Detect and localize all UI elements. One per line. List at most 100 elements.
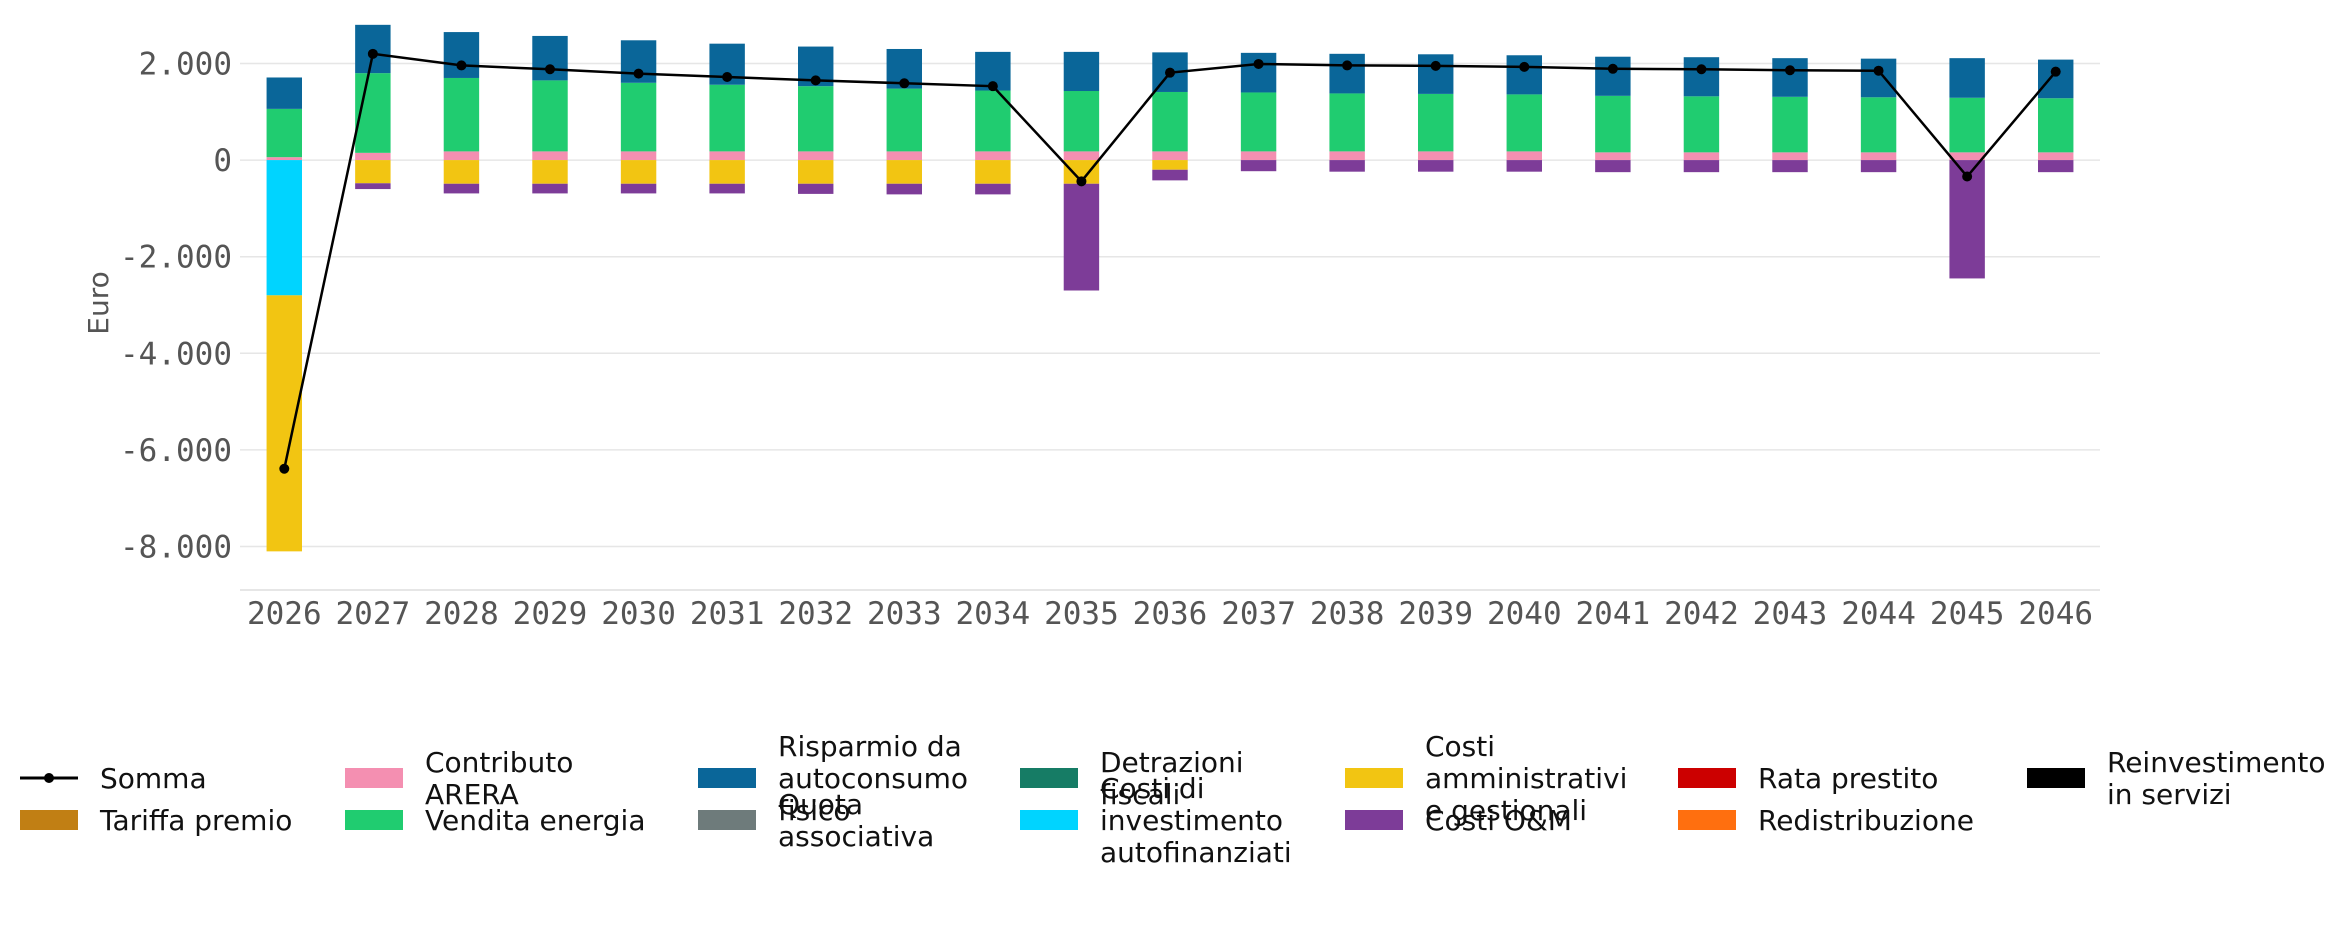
bar-segment bbox=[798, 183, 834, 194]
bar-segment bbox=[1063, 51, 1100, 92]
sum-point bbox=[1253, 58, 1264, 69]
legend-label: Rata prestito bbox=[1758, 762, 1938, 795]
bar-segment bbox=[443, 160, 480, 184]
bar-segment bbox=[886, 160, 922, 184]
bar-segment bbox=[975, 160, 1011, 184]
legend-swatch bbox=[698, 810, 756, 830]
legend-swatch bbox=[1345, 768, 1403, 788]
x-tick-label: 2027 bbox=[336, 596, 411, 632]
bar-segment bbox=[1683, 160, 1720, 173]
x-tick-label: 2034 bbox=[956, 596, 1031, 632]
sum-point bbox=[1607, 63, 1618, 74]
legend-label: Risparmio da bbox=[778, 730, 962, 763]
legend-label: Redistribuzione bbox=[1758, 804, 1974, 837]
x-tick-label: 2031 bbox=[690, 596, 765, 632]
legend-label: fiscali bbox=[1100, 778, 1180, 811]
legend-item: Vendita energia bbox=[345, 804, 645, 837]
bar-segment bbox=[1418, 93, 1454, 152]
bar-segment bbox=[1152, 169, 1188, 181]
bar-segment bbox=[532, 183, 568, 194]
bar-segment bbox=[1772, 152, 1808, 161]
legend-label: associativa bbox=[778, 820, 934, 853]
legend-label: e gestionali bbox=[1425, 794, 1587, 827]
bar-segment bbox=[1329, 93, 1365, 152]
bar-segment bbox=[798, 86, 834, 152]
legend-label: in servizi bbox=[2107, 778, 2232, 811]
bar-segment bbox=[1595, 152, 1631, 161]
bar-segment bbox=[1418, 54, 1454, 94]
legend-label: Contributo bbox=[425, 746, 573, 779]
bar-segment bbox=[1506, 55, 1542, 95]
x-tick-label: 2029 bbox=[513, 596, 588, 632]
bar-segment bbox=[266, 77, 302, 109]
bar-segment bbox=[355, 183, 391, 190]
bar-segment bbox=[709, 84, 745, 152]
bar-segment bbox=[1329, 151, 1365, 161]
sum-point bbox=[810, 75, 821, 86]
bar-segment bbox=[1506, 94, 1542, 152]
bar-segment bbox=[266, 108, 302, 158]
y-tick-label: 2.000 bbox=[139, 46, 232, 82]
bar-segment bbox=[886, 88, 922, 152]
bar-segment bbox=[975, 183, 1011, 195]
bar-segment bbox=[1860, 58, 1897, 98]
legend-swatch bbox=[1345, 810, 1403, 830]
bar-segment bbox=[1329, 53, 1365, 94]
legend-label: investimento bbox=[1100, 804, 1283, 837]
sum-point bbox=[633, 68, 644, 79]
x-tick-label: 2035 bbox=[1044, 596, 1119, 632]
bar-segment bbox=[798, 160, 834, 184]
y-tick-label: -6.000 bbox=[120, 433, 232, 469]
bar-segment bbox=[2038, 152, 2074, 161]
bar-segment bbox=[1329, 160, 1365, 172]
bar-segment bbox=[1949, 97, 1985, 153]
bar-segment bbox=[1152, 151, 1188, 161]
sum-point bbox=[367, 48, 378, 59]
x-tick-label: 2044 bbox=[1841, 596, 1916, 632]
bar-segment bbox=[1772, 96, 1808, 153]
legend-label: Detrazioni bbox=[1100, 746, 1244, 779]
bar-segment bbox=[1949, 152, 1985, 161]
legend-swatch bbox=[1678, 810, 1736, 830]
sum-point bbox=[1430, 60, 1441, 71]
y-tick-label: 0 bbox=[213, 143, 232, 179]
bar-segment bbox=[620, 183, 657, 194]
legend-label: Tariffa premio bbox=[99, 804, 292, 837]
bar-segment bbox=[2038, 98, 2074, 153]
x-tick-label: 2037 bbox=[1221, 596, 1296, 632]
legend-label: amministrativi bbox=[1425, 762, 1627, 795]
legend-swatch bbox=[698, 768, 756, 788]
legend-item: Tariffa premio bbox=[20, 804, 292, 837]
bar-segment bbox=[620, 151, 657, 161]
bar-segment bbox=[532, 151, 568, 161]
bar-segment bbox=[709, 151, 745, 161]
sum-point bbox=[899, 78, 910, 89]
bar-segment bbox=[2038, 160, 2074, 173]
bar-segment bbox=[620, 82, 657, 152]
sum-point bbox=[1873, 65, 1884, 76]
legend-line-marker bbox=[44, 773, 54, 783]
x-tick-label: 2039 bbox=[1398, 596, 1473, 632]
x-tick-label: 2032 bbox=[778, 596, 853, 632]
legend: Somma Tariffa premio ContributoARERAVendit… bbox=[20, 730, 2325, 869]
bars bbox=[266, 24, 2074, 552]
sum-point bbox=[279, 463, 290, 474]
bar-segment bbox=[1506, 160, 1542, 172]
y-tick-label: -8.000 bbox=[120, 530, 232, 566]
bar-segment bbox=[443, 77, 480, 152]
legend-swatch bbox=[1678, 768, 1736, 788]
x-tick-label: 2045 bbox=[1930, 596, 2005, 632]
bar-segment bbox=[1949, 58, 1985, 98]
bar-segment bbox=[443, 151, 480, 161]
bar-segment bbox=[266, 157, 302, 161]
sum-point bbox=[1785, 65, 1795, 76]
x-tick-label: 2040 bbox=[1487, 596, 1562, 632]
sum-point bbox=[987, 81, 998, 92]
bar-segment bbox=[355, 160, 391, 184]
bar-segment bbox=[1418, 160, 1454, 172]
